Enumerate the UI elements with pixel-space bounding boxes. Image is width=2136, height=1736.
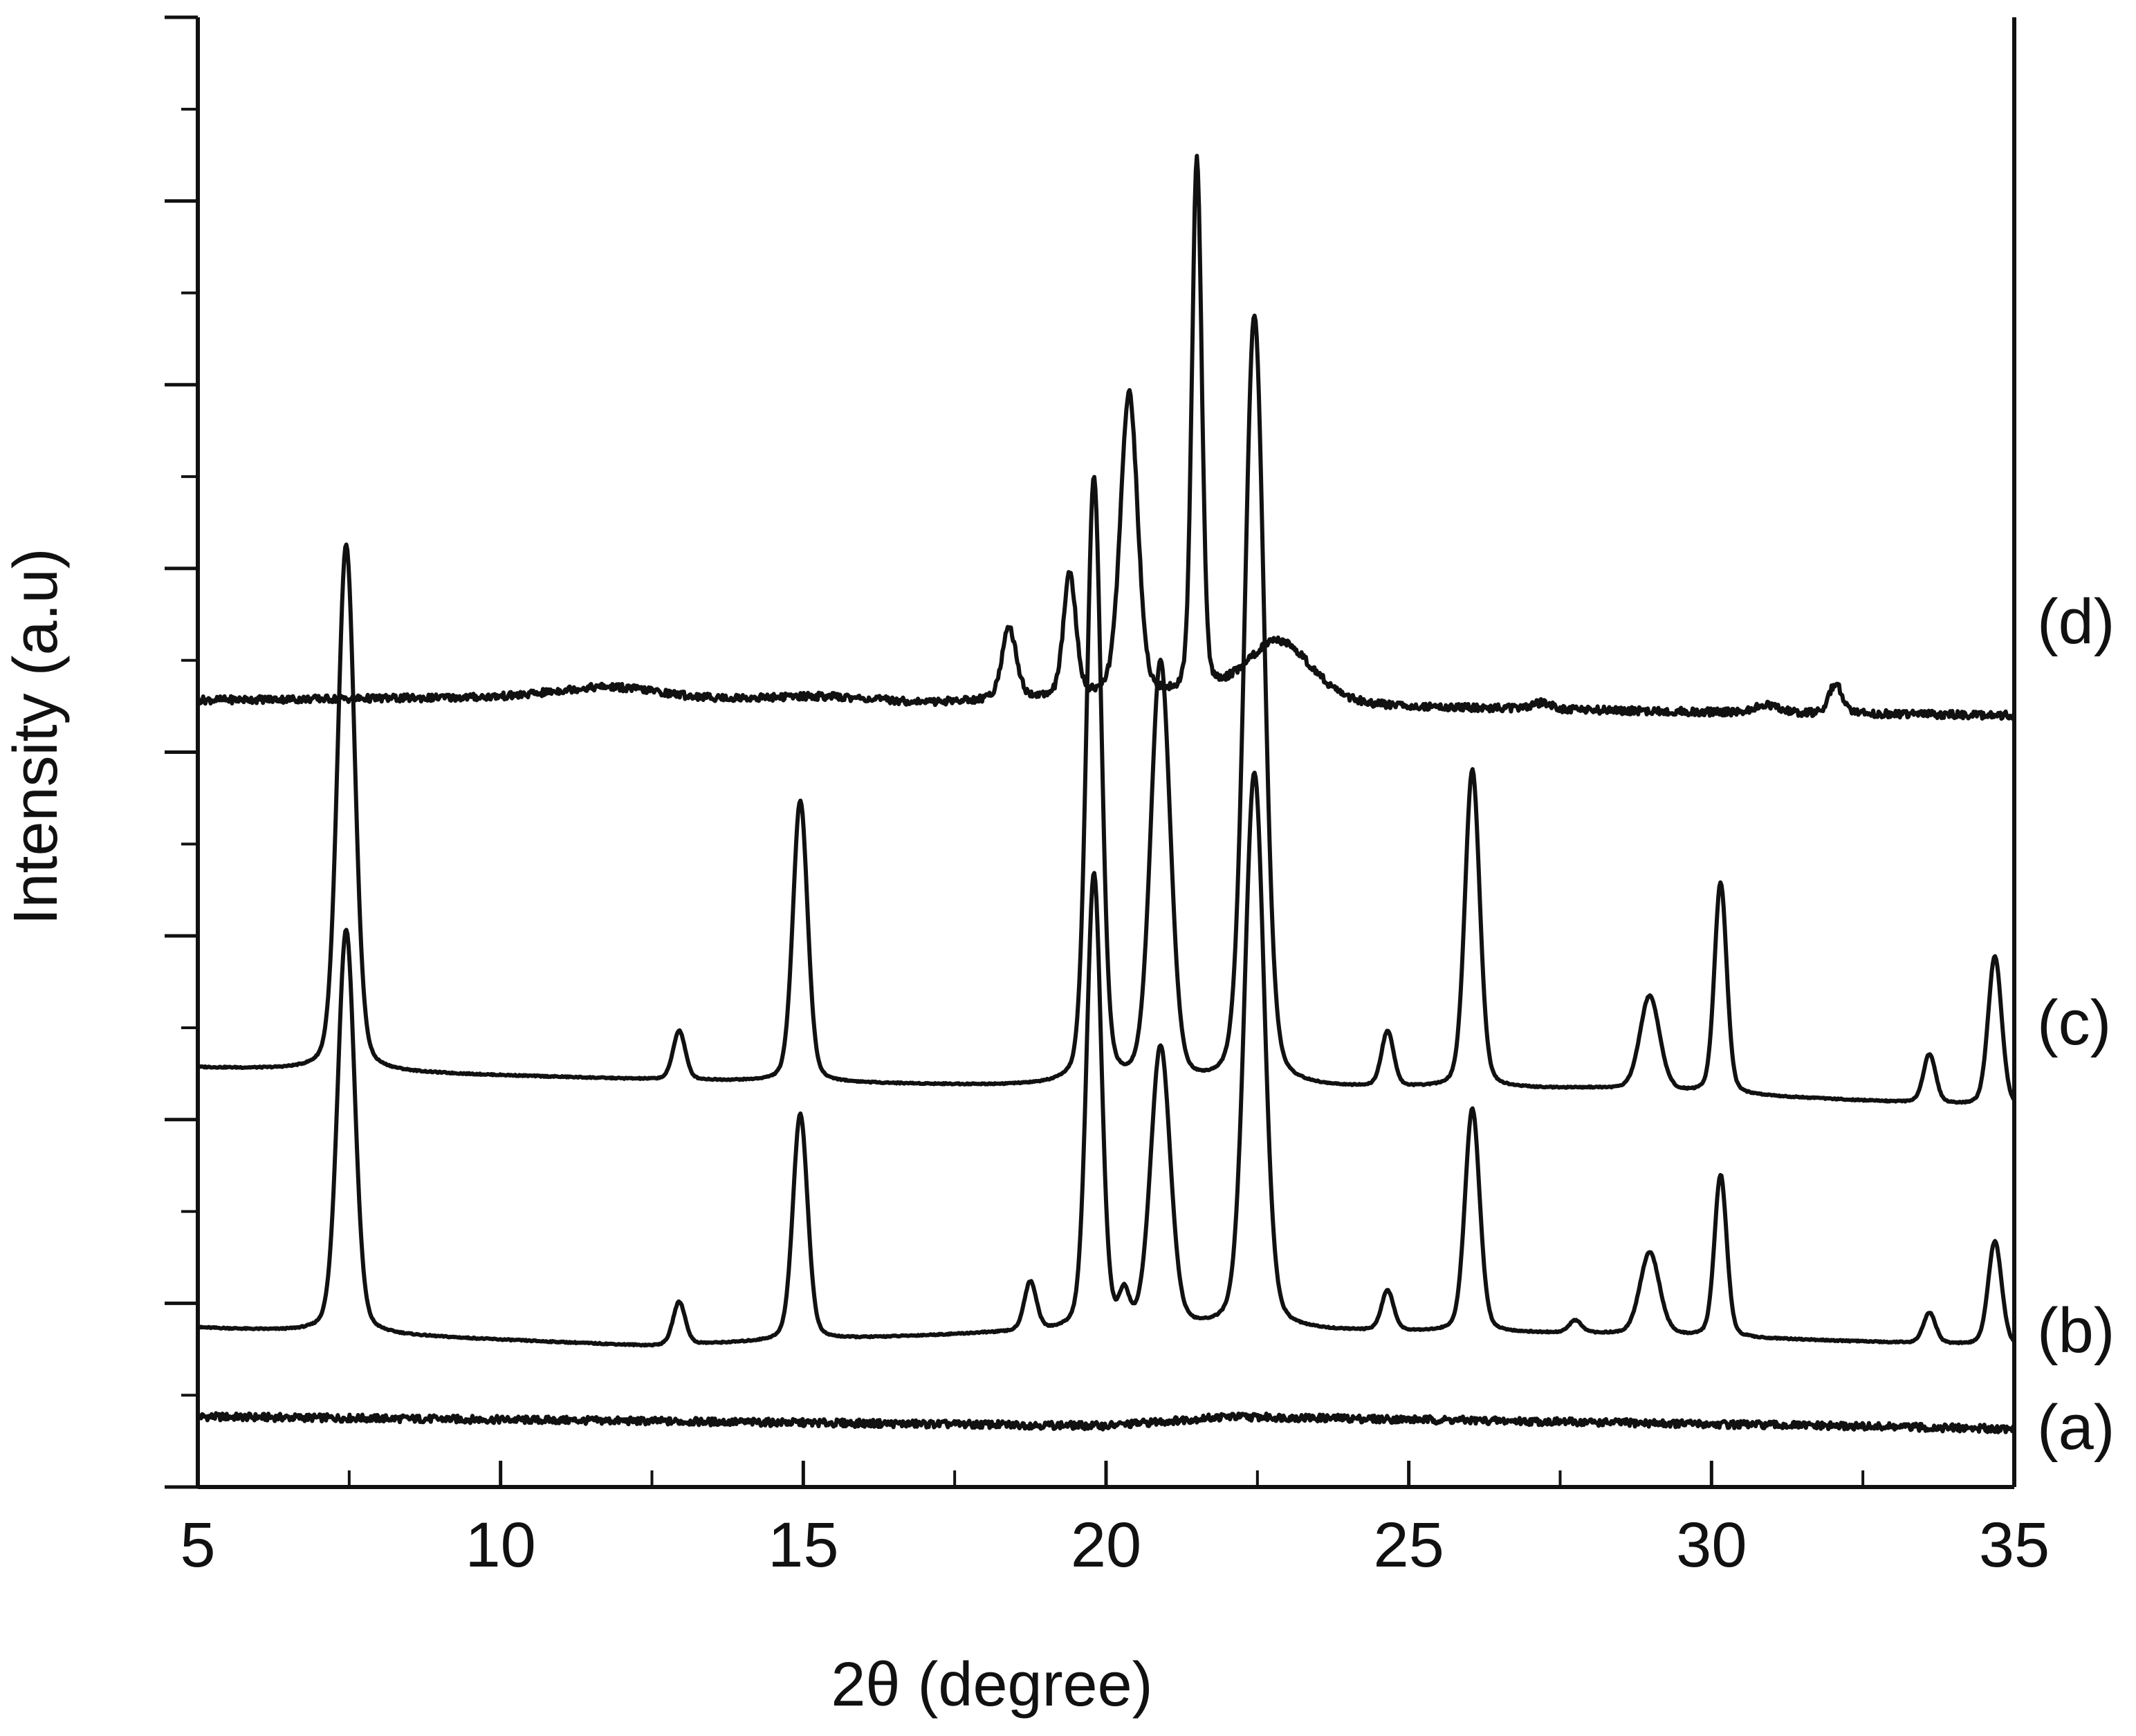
series-label: (a): [2037, 1392, 2115, 1463]
axis-ticks: 5 10 15 20 25 30 35: [165, 15, 2050, 1580]
series-line-1: [196, 770, 2016, 1348]
series-lines: [196, 154, 2016, 1435]
series-label: (b): [2037, 1295, 2115, 1366]
series-line-2: [196, 313, 2016, 1105]
plot-frame: [196, 17, 2016, 1489]
x-tick-label: 30: [1676, 1510, 1747, 1580]
x-tick-label: 5: [180, 1510, 215, 1580]
series-line-0: [196, 1411, 2016, 1435]
x-axis-label: 2θ (degree): [831, 1650, 1152, 1719]
series-label: (c): [2037, 988, 2111, 1058]
x-tick-label: 15: [768, 1510, 838, 1580]
series-labels: (a) (b) (c) (d): [2037, 587, 2115, 1463]
x-tick-label: 35: [1979, 1510, 2050, 1580]
series-label: (d): [2037, 587, 2115, 657]
x-tick-label: 25: [1373, 1510, 1444, 1580]
x-tick-label: 20: [1071, 1510, 1141, 1580]
x-tick-label: 10: [465, 1510, 535, 1580]
y-axis-label: Intensity (a.u): [1, 548, 71, 925]
series-line-3: [196, 154, 2016, 721]
